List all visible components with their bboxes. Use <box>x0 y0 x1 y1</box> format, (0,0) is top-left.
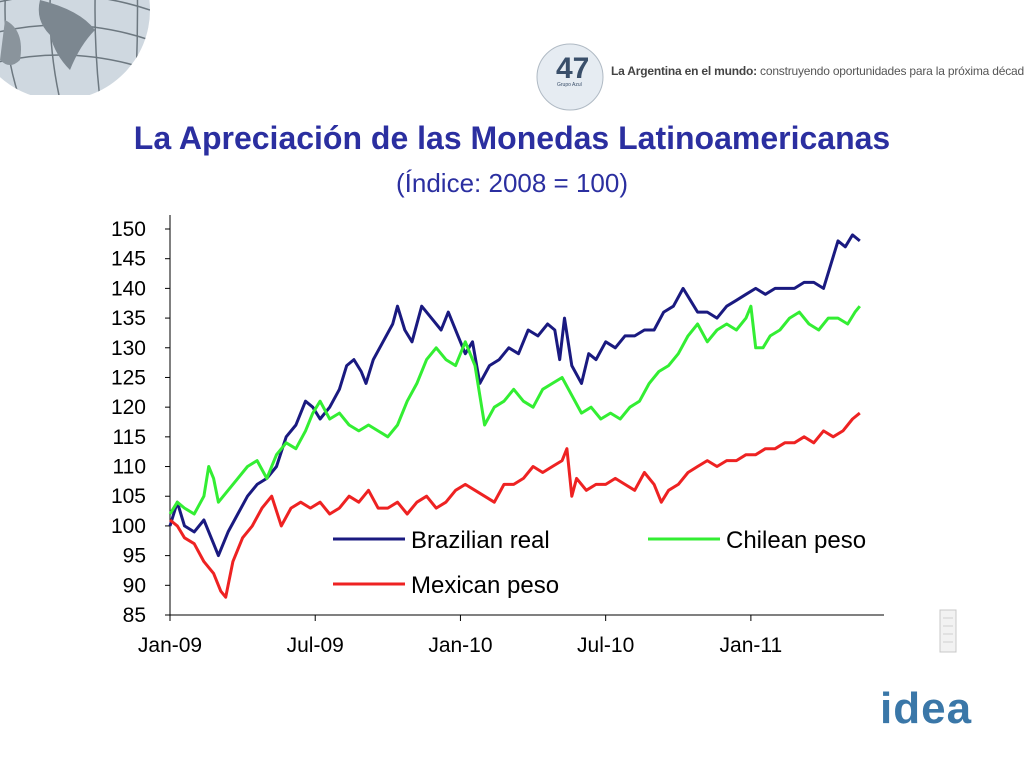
idea-logo: idea <box>880 684 973 733</box>
brand-number-4: 47 <box>556 52 589 85</box>
y-tick-label: 125 <box>111 366 146 389</box>
x-tick-label: Jul-09 <box>287 634 344 657</box>
brand-tagline-bold: La Argentina en el mundo: <box>611 64 757 78</box>
legend-label: Mexican peso <box>411 572 559 599</box>
page-subtitle: (Índice: 2008 = 100) <box>396 168 628 198</box>
y-tick-label: 140 <box>111 277 146 300</box>
y-tick-label: 85 <box>123 604 146 627</box>
y-tick-label: 115 <box>113 426 146 449</box>
y-tick-label: 145 <box>111 248 146 271</box>
x-tick-label: Jan-11 <box>720 634 783 657</box>
x-tick-label: Jan-09 <box>138 634 202 657</box>
brand-tagline: La Argentina en el mundo: construyendo o… <box>611 64 1024 78</box>
y-tick-label: 100 <box>111 515 146 538</box>
series-line-brazilian-real <box>168 233 861 558</box>
brand-sub: Grupo Azul <box>557 82 582 88</box>
x-tick-label: Jan-10 <box>428 634 492 657</box>
page-title: La Apreciación de las Monedas Latinoamer… <box>133 120 891 156</box>
y-tick-label: 90 <box>123 574 146 597</box>
y-tick-label: 150 <box>111 218 146 241</box>
series-line-chilean-peso <box>168 304 861 516</box>
line-chart: 85 90 95 100 105 110 115 120 125 130 135 140 145 150 J… <box>111 215 884 657</box>
y-tick-label: 120 <box>111 396 146 419</box>
x-tick-label: Jul-10 <box>577 634 634 657</box>
y-tick-label: 135 <box>111 307 146 330</box>
brand-header: 47 Grupo Azul La Argentina en el mundo: … <box>535 42 1024 114</box>
y-tick-label: 105 <box>111 485 146 508</box>
grupo-azul-logo: 47 Grupo Azul <box>536 43 604 111</box>
legend-label: Chilean peso <box>726 527 866 554</box>
series-line-mexican-peso <box>169 411 861 599</box>
brand-tagline-rest: construyendo oportunidades para la próxi… <box>756 64 1024 78</box>
y-tick-label: 95 <box>123 545 146 568</box>
globe-logo <box>0 0 150 95</box>
legend-label: Brazilian real <box>411 527 550 554</box>
y-tick-label: 130 <box>111 337 146 360</box>
y-tick-label: 110 <box>113 456 146 479</box>
document-icon <box>939 609 957 653</box>
